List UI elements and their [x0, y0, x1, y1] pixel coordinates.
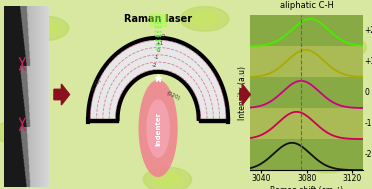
Circle shape: [0, 120, 43, 145]
Text: +2: +2: [365, 26, 372, 35]
Circle shape: [266, 88, 292, 101]
Circle shape: [318, 35, 366, 60]
Circle shape: [180, 7, 229, 31]
Circle shape: [154, 173, 180, 186]
Bar: [250, 139, 363, 170]
Polygon shape: [88, 38, 228, 119]
Circle shape: [143, 167, 192, 189]
Text: -2: -2: [365, 150, 372, 159]
Text: +1: +1: [365, 57, 372, 66]
Bar: [250, 46, 363, 77]
Bar: [250, 77, 363, 108]
Bar: [250, 108, 363, 139]
Text: 0: 0: [156, 48, 160, 53]
Polygon shape: [138, 80, 178, 177]
Circle shape: [6, 126, 32, 139]
Text: -1: -1: [365, 119, 372, 128]
Bar: [250, 15, 363, 46]
Text: +1: +1: [156, 41, 164, 46]
Circle shape: [20, 16, 69, 41]
Text: (020): (020): [166, 91, 181, 101]
Circle shape: [192, 12, 218, 26]
Text: 0: 0: [365, 88, 369, 97]
Circle shape: [314, 154, 340, 167]
Polygon shape: [146, 99, 170, 158]
Circle shape: [303, 148, 352, 173]
Y-axis label: Intensity (a.u): Intensity (a.u): [238, 66, 247, 120]
Text: +2: +2: [158, 34, 166, 39]
Text: -1: -1: [154, 56, 159, 60]
Text: Indenter: Indenter: [155, 112, 161, 146]
Text: aliphatic C-H: aliphatic C-H: [280, 2, 334, 10]
Text: (100): (100): [90, 77, 103, 92]
X-axis label: Raman shift (cm⁻¹): Raman shift (cm⁻¹): [270, 186, 343, 189]
Circle shape: [329, 41, 355, 54]
Circle shape: [32, 22, 58, 35]
Text: -2: -2: [151, 63, 157, 68]
Text: Raman laser: Raman laser: [124, 13, 192, 23]
Circle shape: [255, 82, 303, 107]
